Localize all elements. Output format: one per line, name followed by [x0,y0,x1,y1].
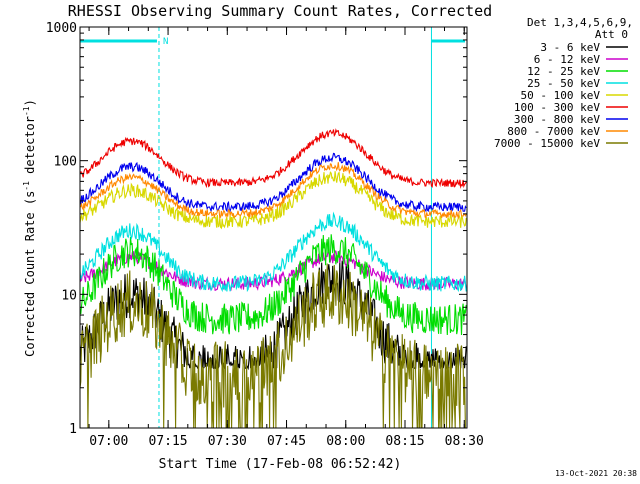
legend-header-line2: Att 0 [595,28,628,41]
y-axis-label-end: ) [23,99,37,106]
series-line-5 [80,128,467,189]
y-tick-label: 1 [69,422,77,437]
y-tick-label: 1000 [46,21,77,36]
plot-frame [79,26,468,429]
x-tick-label: 07:15 [148,434,187,449]
y-axis-label-sup1: -1 [22,181,31,191]
series-line-6 [80,152,467,214]
footer-timestamp: 13-Oct-2021 20:38 [555,469,637,478]
legend-label-0: 3 - 6 keV [540,41,600,54]
x-tick-label: 08:00 [326,434,365,449]
legend-label-7: 800 - 7000 keV [507,125,600,138]
x-tick-label: 07:30 [208,434,247,449]
y-tick-label: 10 [61,288,77,303]
y-tick-label: 100 [54,155,77,170]
x-tick-label: 07:00 [89,434,128,449]
series-line-4 [80,171,467,230]
legend-label-8: 7000 - 15000 keV [494,137,600,150]
series-line-8 [80,263,467,428]
series-line-2 [80,234,467,336]
legend-label-4: 50 - 100 keV [521,89,601,102]
legend-label-1: 6 - 12 keV [534,53,601,66]
y-axis-label-main: Corrected Count Rate (s [23,191,37,357]
legend-label-3: 25 - 50 keV [527,77,600,90]
legend-label-2: 12 - 25 keV [527,65,600,78]
x-axis-label: Start Time (17-Feb-08 06:52:42) [159,457,402,472]
legend-header-line1: Det 1,3,4,5,6,9, [527,16,633,29]
x-tick-label: 07:45 [267,434,306,449]
y-axis-label-mid: detector [23,116,37,181]
y-axis-label: Corrected Count Rate (s-1 detector-1) [22,99,37,357]
series-line-3 [80,211,467,293]
series-line-7 [80,162,467,220]
legend-label-5: 100 - 300 keV [514,101,600,114]
x-tick-label: 08:30 [445,434,484,449]
attenuator-bar-label: N [163,37,168,47]
x-tick-label: 08:15 [385,434,424,449]
chart-title: RHESSI Observing Summary Count Rates, Co… [68,2,492,20]
legend-label-6: 300 - 800 keV [514,113,600,126]
y-axis-label-sup2: -1 [22,106,31,116]
